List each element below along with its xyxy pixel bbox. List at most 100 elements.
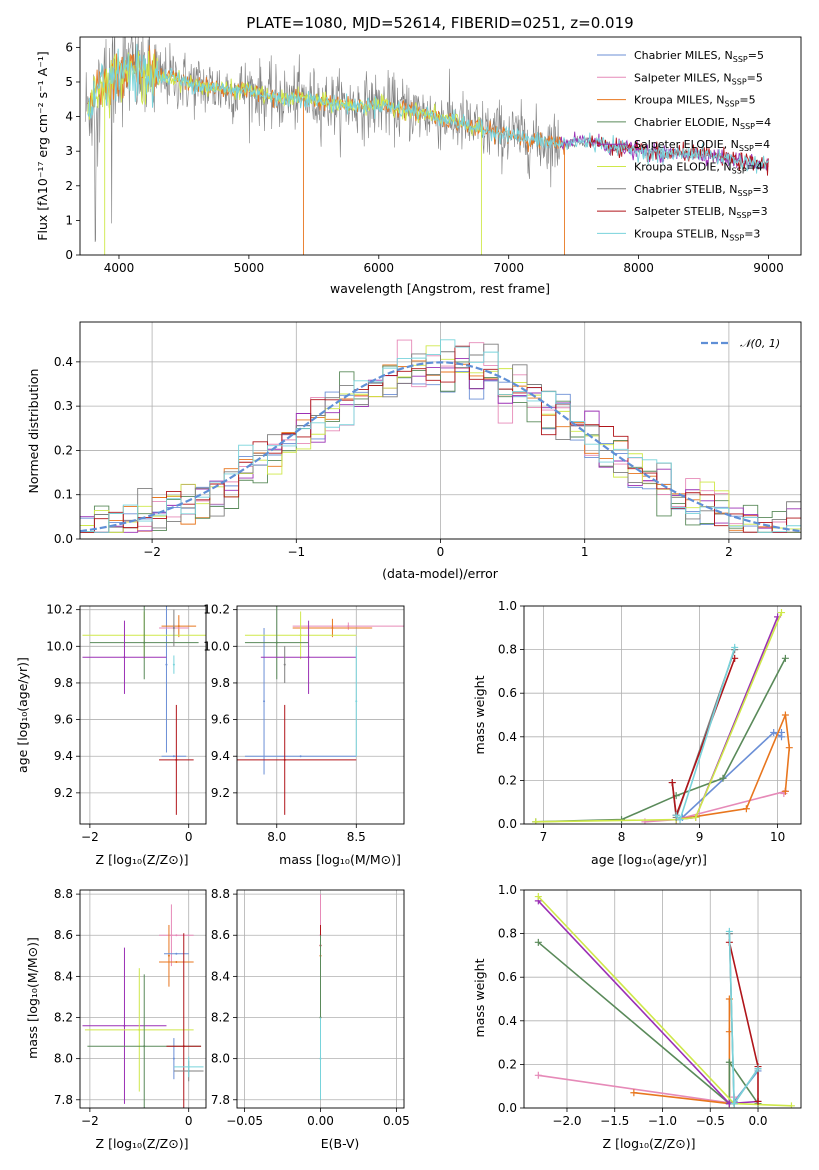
- legend-sub: SSP: [724, 100, 739, 109]
- mass-weight-vs-Z-marker-salpeter_miles: [534, 1071, 542, 1079]
- mass-weight-vs-age-marker-kroupa_stelib: [672, 811, 680, 819]
- legend-name: Salpeter STELIB, N: [634, 205, 736, 218]
- age-vs-Z-point-7: [175, 758, 178, 761]
- legend-tail: =4: [747, 161, 763, 174]
- residuals-xlabel: (data-model)/error: [382, 566, 499, 581]
- age-vs-Z-ytick-label: 9.6: [54, 713, 73, 727]
- legend-label-chabrier_stelib: Chabrier STELIB, NSSP=3: [634, 183, 769, 198]
- mass-vs-Z-point-7: [138, 1028, 141, 1031]
- legend-name: Salpeter MILES, N: [634, 71, 732, 84]
- age-vs-mass-ytick-label: 9.4: [211, 749, 230, 763]
- mass-weight-vs-age-marker-kroupa_stelib: [676, 816, 684, 824]
- mass-vs-Z-plot-area: [82, 904, 204, 1108]
- mass-vs-ebv-xtick-label: 0.05: [383, 1114, 410, 1128]
- mass-vs-ebv-panel: −0.05 0.00 0.05 7.8 8.0 8.2 8.4 8.6 8.8: [211, 887, 410, 1128]
- mass-weight-vs-Z-ytick-label: 0.8: [498, 927, 517, 941]
- legend-tail: =4: [755, 116, 771, 129]
- mass-weight-vs-age-ytick-label: 1.0: [498, 599, 517, 613]
- spectrum-model-kroupa_stelib: [87, 43, 769, 174]
- mass-z-ylabel: mass [log₁₀(M/M⊙)]: [25, 937, 40, 1059]
- age-vs-Z-ytick-label: 9.2: [54, 786, 73, 800]
- age-vs-Z-ytick-label: 10.0: [46, 639, 73, 653]
- mass-vs-Z-point-9: [182, 1045, 185, 1048]
- mass-vs-Z-point-11: [187, 1065, 190, 1068]
- age-vs-mass-point-9: [355, 700, 358, 703]
- mass-ebv-xlabel: E(B-V): [321, 1136, 360, 1151]
- mass-vs-Z-ytick-label: 8.8: [54, 887, 73, 901]
- mass-weight-vs-age-series-kroupa_elodie: [535, 612, 783, 823]
- mass-weight-vs-age-series-chabrier_elodie: [535, 657, 787, 823]
- legend-label-salpeter_elodie: Salpeter ELODIE, NSSP=4: [634, 138, 770, 153]
- legend-label-salpeter_stelib: Salpeter STELIB, NSSP=3: [634, 205, 768, 220]
- mass-weight-vs-age-xtick-label: 10: [770, 830, 785, 844]
- residuals-ytick-label: 0.1: [54, 488, 73, 502]
- legend-name: Kroupa MILES, N: [634, 94, 724, 107]
- mass-vs-ebv-ytick-label: 8.0: [211, 1052, 230, 1066]
- mass-weight-vs-Z-panel: −2.0 −1.5 −1.0 −0.5 0.0 0.0 0.2 0.4 0.6 0.8 1.0: [498, 883, 802, 1128]
- age-vs-mass-point-3: [331, 626, 334, 629]
- mass-weight-vs-age-marker-kroupa_elodie: [692, 813, 700, 821]
- age-z-ylabel: age [log₁₀(age/yr)]: [15, 657, 30, 773]
- age-z-xlabel: Z [log₁₀(Z/Z⊙)]: [96, 852, 189, 867]
- spectrum-ytick-label: 0: [65, 248, 73, 262]
- mass-weight-vs-age-ytick-label: 0.4: [498, 730, 517, 744]
- residual-histogram-kroupa_stelib: [80, 339, 801, 533]
- residuals-plot-area: [80, 339, 801, 533]
- spectrum-xtick-label: 7000: [493, 261, 524, 275]
- mass-weight-vs-Z-marker-kroupa_stelib: [725, 927, 733, 935]
- mass-vs-Z-point-2: [167, 954, 170, 957]
- legend-tail: =3: [744, 227, 760, 240]
- mass-weight-vs-Z-marker-kroupa_miles: [630, 1089, 638, 1097]
- mass-weight-vs-Z-xtick-label: −2.0: [552, 1114, 581, 1128]
- age-vs-Z-point-0: [172, 755, 175, 758]
- spectrum-xtick-label: 5000: [234, 261, 265, 275]
- mass-weight-vs-Z-ytick-label: 0.4: [498, 1014, 517, 1028]
- legend-label-kroupa_miles: Kroupa MILES, NSSP=5: [634, 94, 756, 109]
- mass-vs-Z-point-6: [123, 1024, 126, 1027]
- mass-weight-vs-age-plot-area: [532, 609, 793, 824]
- mass-vs-Z-panel: −2 0 7.8 8.0 8.2 8.4 8.6 8.8: [54, 887, 207, 1128]
- mass-vs-ebv-xtick-label: 0.00: [307, 1114, 334, 1128]
- age-vs-mass-point-4: [299, 634, 302, 637]
- legend-tail: =5: [739, 94, 755, 107]
- mass-vs-Z-frame: [79, 889, 207, 1109]
- spectrum-ytick-label: 3: [65, 144, 73, 158]
- legend-label-chabrier_miles: Chabrier MILES, NSSP=5: [634, 49, 764, 64]
- age-vs-Z-plot-area: [82, 606, 206, 815]
- residual-histogram-chabrier_elodie: [80, 361, 801, 533]
- age-vs-Z-ytick-label: 9.4: [54, 749, 73, 763]
- spectrum-title: PLATE=1080, MJD=52614, FIBERID=0251, z=0…: [246, 14, 633, 32]
- mass-vs-Z-point-8: [143, 1045, 146, 1048]
- mass-weight-vs-age-xtick-label: 9: [696, 830, 704, 844]
- mass-weight-vs-Z-marker-kroupa_stelib: [754, 1065, 762, 1073]
- age-vs-Z-point-8: [172, 626, 175, 629]
- mass-weight-vs-Z-marker-salpeter_stelib: [754, 1097, 762, 1105]
- residuals-xtick-label: −2: [143, 545, 161, 559]
- mass-weight-vs-Z-xtick-label: −1.5: [600, 1114, 629, 1128]
- legend-label-salpeter_miles: Salpeter MILES, NSSP=5: [634, 71, 763, 86]
- mass-weight-vs-age-marker-kroupa_miles: [781, 787, 789, 795]
- mass-weight-vs-age-marker-kroupa_elodie: [777, 609, 785, 617]
- spectrum-plot-area: [84, 37, 769, 255]
- age-vs-mass-ytick-label: 9.6: [211, 713, 230, 727]
- age-vs-Z-xtick-label: −2: [81, 830, 99, 844]
- mass-vs-Z-ytick-label: 7.8: [54, 1093, 73, 1107]
- mass-weight-vs-Z-xtick-label: −1.0: [648, 1114, 677, 1128]
- mass-weight-vs-Z-marker-chabrier_elodie: [725, 1058, 733, 1066]
- legend-sub: SSP: [732, 77, 747, 86]
- legend-sub: SSP: [736, 211, 751, 220]
- legend-name: Kroupa STELIB, N: [634, 227, 729, 240]
- mass-vs-ebv-ytick-label: 8.2: [211, 1011, 230, 1025]
- age-vs-mass-point-0: [299, 755, 302, 758]
- mass-weight-vs-Z-ytick-label: 1.0: [498, 883, 517, 897]
- mass-weight-vs-Z-series-chabrier_elodie: [537, 941, 759, 1106]
- mw-age-ylabel: mass weight: [472, 675, 487, 754]
- legend-label-kroupa_elodie: Kroupa ELODIE, NSSP=4: [634, 161, 763, 176]
- residuals-ytick-label: 0.0: [54, 532, 73, 546]
- age-vs-mass-ytick-label: 10.0: [203, 639, 230, 653]
- legend-sub: SSP: [729, 233, 744, 242]
- legend-label-chabrier_elodie: Chabrier ELODIE, NSSP=4: [634, 116, 771, 131]
- age-vs-Z-ytick-label: 10.2: [46, 603, 73, 617]
- age-vs-mass-ytick-label: 9.2: [211, 786, 230, 800]
- age-vs-Z-xtick-label: 0: [185, 830, 193, 844]
